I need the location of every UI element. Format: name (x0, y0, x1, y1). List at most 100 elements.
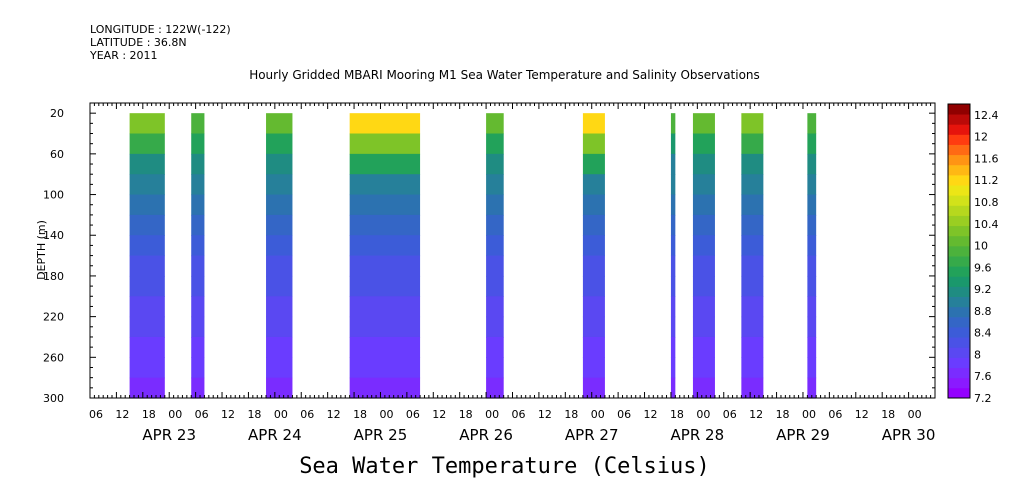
temperature-cell (349, 377, 421, 399)
colorbar-label: 7.6 (974, 370, 992, 383)
y-tick-label: 300 (43, 392, 64, 405)
x-hour-label: 00 (802, 408, 816, 421)
temperature-cell (807, 275, 817, 297)
observation-block (807, 113, 817, 399)
temperature-cell (582, 377, 605, 399)
colorbar-swatch (948, 124, 970, 135)
x-hour-label: 06 (195, 408, 209, 421)
colorbar-label: 11.6 (974, 152, 999, 165)
x-day-label: APR 23 (142, 426, 196, 444)
temperature-cell (692, 377, 715, 399)
temperature-cell (670, 194, 676, 216)
x-hour-label: 12 (115, 408, 129, 421)
colorbar-label: 8 (974, 348, 981, 361)
temperature-cell (807, 235, 817, 257)
temperature-cell (266, 255, 293, 277)
x-hour-label: 18 (142, 408, 156, 421)
temperature-cell (191, 377, 205, 399)
temperature-cell (807, 296, 817, 318)
temperature-cell (486, 357, 504, 379)
x-hour-label: 12 (538, 408, 552, 421)
temperature-cell (670, 214, 676, 236)
temperature-cell (129, 235, 165, 257)
colorbar-label: 12.4 (974, 109, 999, 122)
temperature-cell (191, 113, 205, 135)
temperature-cell (692, 214, 715, 236)
temperature-cell (266, 316, 293, 338)
temperature-cell (582, 153, 605, 175)
temperature-cell (266, 357, 293, 379)
temperature-cell (486, 174, 504, 196)
colorbar-label: 10 (974, 240, 988, 253)
temperature-cell (129, 275, 165, 297)
temperature-cell (582, 133, 605, 155)
temperature-cell (692, 235, 715, 257)
temperature-cell (191, 153, 205, 175)
temperature-cell (582, 235, 605, 257)
temperature-cell (191, 255, 205, 277)
x-hour-label: 12 (749, 408, 763, 421)
temperature-cell (486, 275, 504, 297)
temperature-cell (692, 113, 715, 135)
x-hour-label: 12 (644, 408, 658, 421)
x-hour-label: 00 (274, 408, 288, 421)
colorbar-swatch (948, 134, 970, 145)
colorbar-swatch (948, 225, 970, 237)
x-hour-label: 12 (432, 408, 446, 421)
colorbar-label: 12 (974, 131, 988, 144)
colorbar-swatch (948, 266, 970, 277)
observation-block (741, 113, 764, 399)
temperature-cell (741, 133, 764, 155)
temperature-cell (670, 275, 676, 297)
temperature-cell (486, 296, 504, 318)
colorbar-swatch (948, 245, 970, 257)
temperature-cell (692, 357, 715, 379)
temperature-cell (692, 174, 715, 196)
x-hour-label: 00 (379, 408, 393, 421)
temperature-cell (807, 336, 817, 358)
temperature-cell (582, 336, 605, 358)
observation-block (191, 113, 205, 399)
x-day-label: APR 26 (459, 426, 513, 444)
observation-block (349, 113, 421, 399)
temperature-cell (486, 255, 504, 277)
temperature-cell (807, 174, 817, 196)
temperature-cell (741, 296, 764, 318)
temperature-cell (582, 214, 605, 236)
temperature-cell (582, 316, 605, 338)
x-axis-title: Sea Water Temperature (Celsius) (299, 454, 710, 479)
y-tick-label: 20 (50, 107, 64, 120)
temperature-cell (349, 174, 421, 196)
temperature-cell (129, 194, 165, 216)
temperature-cell (692, 255, 715, 277)
temperature-cell (191, 275, 205, 297)
temperature-cell (486, 336, 504, 358)
x-hour-label: 18 (881, 408, 895, 421)
temperature-cell (692, 133, 715, 155)
colorbar-label: 9.6 (974, 261, 992, 274)
temperature-cell (129, 255, 165, 277)
temperature-cell (129, 377, 165, 399)
temperature-cell (670, 296, 676, 318)
colorbar-swatch (948, 205, 970, 216)
temperature-cell (807, 133, 817, 155)
colorbar-label: 7.2 (974, 392, 992, 405)
temperature-cell (807, 194, 817, 216)
x-hour-label: 06 (723, 408, 737, 421)
temperature-cell (741, 235, 764, 257)
x-hour-label: 06 (300, 408, 314, 421)
y-tick-label: 60 (50, 148, 64, 161)
temperature-cell (486, 316, 504, 338)
temperature-cell (807, 214, 817, 236)
temperature-cell (741, 174, 764, 196)
colorbar-swatch (948, 276, 970, 287)
x-hour-label: 18 (564, 408, 578, 421)
colorbar-swatch (948, 235, 970, 247)
colorbar: 12.4 12 11.6 11.2 10.8 10.4 10 9.6 9.2 8.8 8.4 8 7.6… (947, 103, 999, 405)
temperature-cell (349, 255, 421, 277)
observation-block (582, 113, 605, 399)
temperature-cell (692, 316, 715, 338)
x-hour-label: 06 (406, 408, 420, 421)
colorbar-swatch (948, 377, 970, 389)
temperature-cell (486, 153, 504, 175)
